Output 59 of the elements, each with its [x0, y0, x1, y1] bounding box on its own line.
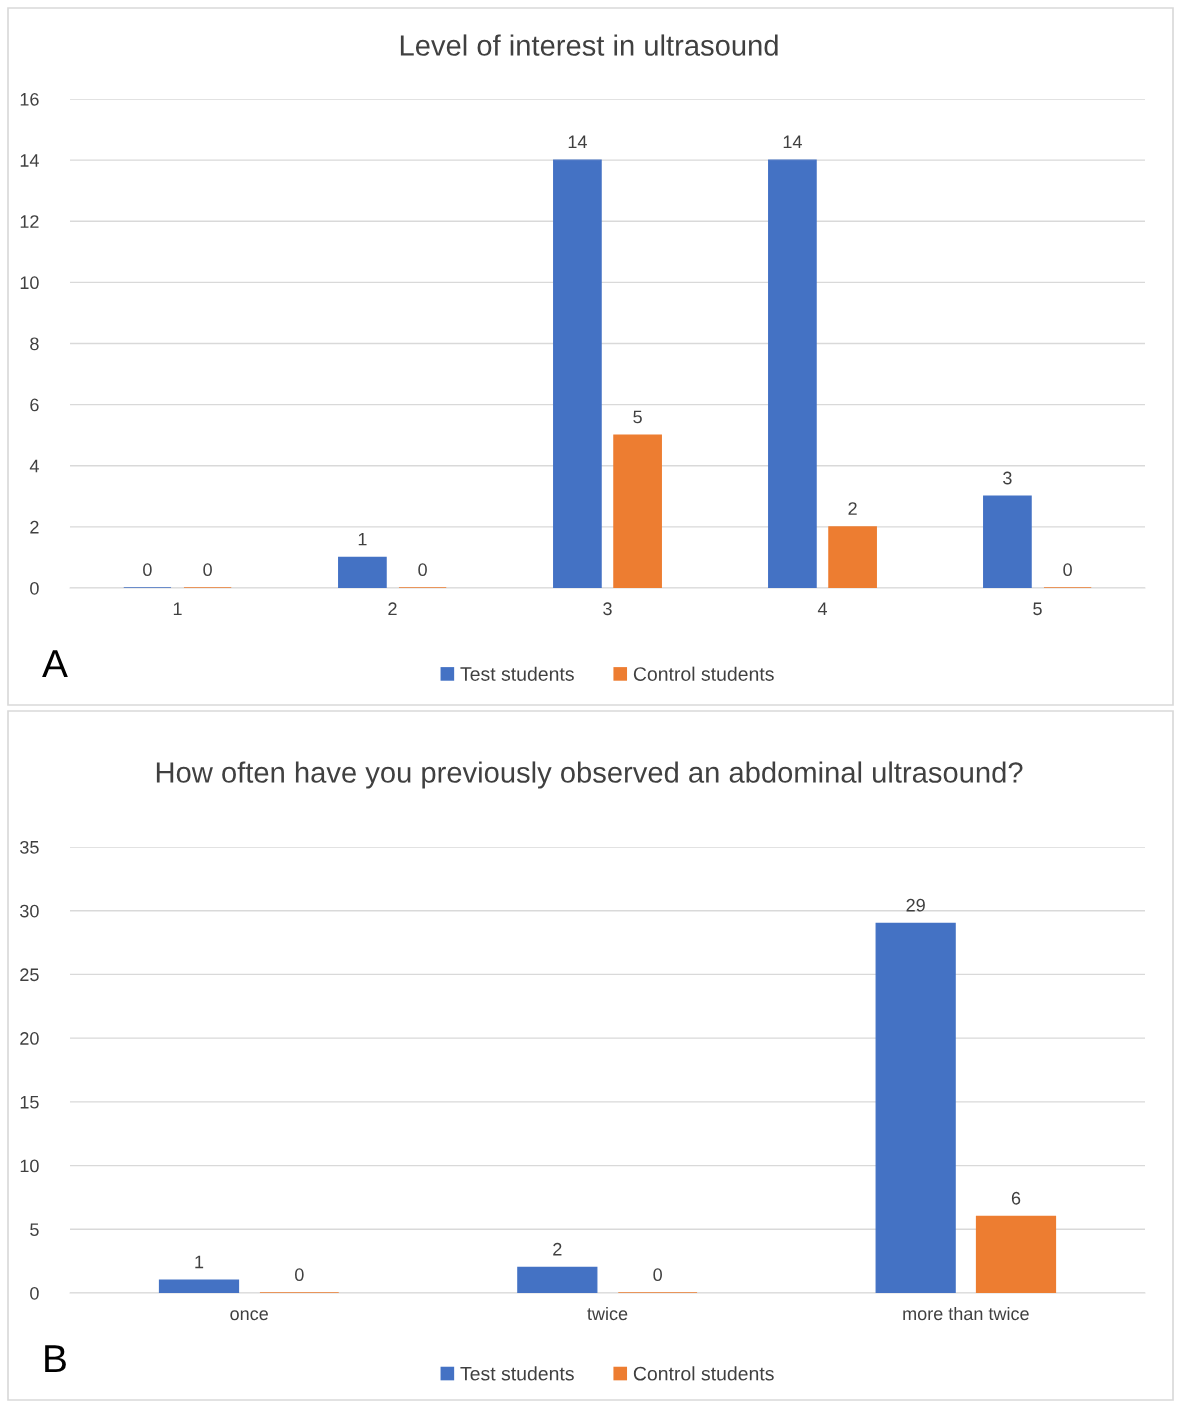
bar — [613, 434, 662, 588]
data-label: 0 — [143, 563, 152, 577]
legend-label: Control students — [633, 1366, 774, 1381]
y-tick-label: 35 — [20, 840, 39, 854]
y-tick-label: 16 — [20, 92, 39, 106]
text: A — [42, 650, 68, 678]
data-label: 0 — [653, 1268, 662, 1282]
data-label: 5 — [633, 410, 642, 424]
data-label: 0 — [203, 563, 212, 577]
y-tick-label: 6 — [30, 398, 39, 412]
bar — [158, 1279, 240, 1293]
data-label: 1 — [358, 532, 367, 546]
data-label: 14 — [783, 135, 802, 149]
y-tick-label: 4 — [29, 459, 39, 473]
data-label: 0 — [418, 563, 427, 577]
data-label: 0 — [295, 1268, 304, 1282]
y-tick-label: 10 — [20, 276, 39, 290]
x-tick-label: 1 — [173, 602, 182, 615]
y-tick-label: 12 — [20, 215, 39, 228]
y-tick-label: 5 — [30, 1223, 39, 1237]
data-label: 14 — [568, 135, 587, 149]
y-tick-label: 10 — [20, 1159, 39, 1173]
y-tick-label: 8 — [30, 337, 39, 351]
x-tick-label: once — [230, 1310, 268, 1321]
x-tick-label: more than twice — [903, 1306, 1029, 1321]
chart-title: How often have you previously observed an abdominal ultrasound? — [156, 761, 1023, 789]
y-tick-label: 2 — [30, 520, 39, 534]
x-tick-label: 4 — [817, 602, 827, 615]
text: B — [45, 1345, 66, 1373]
data-label: 2 — [553, 1242, 562, 1256]
data-label: 2 — [848, 502, 857, 515]
y-tick-label: 20 — [20, 1032, 39, 1045]
data-label: 29 — [906, 898, 925, 912]
y-tick-label: 0 — [30, 581, 39, 595]
y-tick-label: 15 — [20, 1095, 39, 1109]
x-tick-label: 5 — [1033, 602, 1042, 616]
data-label: 0 — [1063, 563, 1072, 577]
bar — [338, 556, 387, 588]
y-tick-label: 14 — [20, 154, 39, 167]
x-tick-label: 2 — [388, 602, 397, 615]
bar — [983, 495, 1032, 588]
bar — [517, 1266, 598, 1293]
x-tick-label: twice — [587, 1306, 628, 1321]
bar — [768, 159, 817, 588]
data-label: 6 — [1011, 1191, 1021, 1205]
bar — [828, 526, 877, 588]
data-label: 1 — [195, 1255, 204, 1269]
x-tick-label: 3 — [603, 602, 612, 616]
y-tick-label: 0 — [30, 1286, 39, 1300]
bar — [975, 1215, 1057, 1293]
bar — [553, 159, 602, 588]
legend-label: Test students — [460, 666, 574, 681]
bar — [875, 922, 956, 1293]
data-label: 3 — [1003, 471, 1012, 485]
y-tick-label: 25 — [20, 968, 39, 982]
legend-label: Control students — [633, 666, 774, 681]
chart-title: Level of interest in ultrasound — [400, 34, 778, 56]
y-tick-label: 30 — [20, 904, 39, 918]
legend-label: Test students — [460, 1366, 574, 1381]
